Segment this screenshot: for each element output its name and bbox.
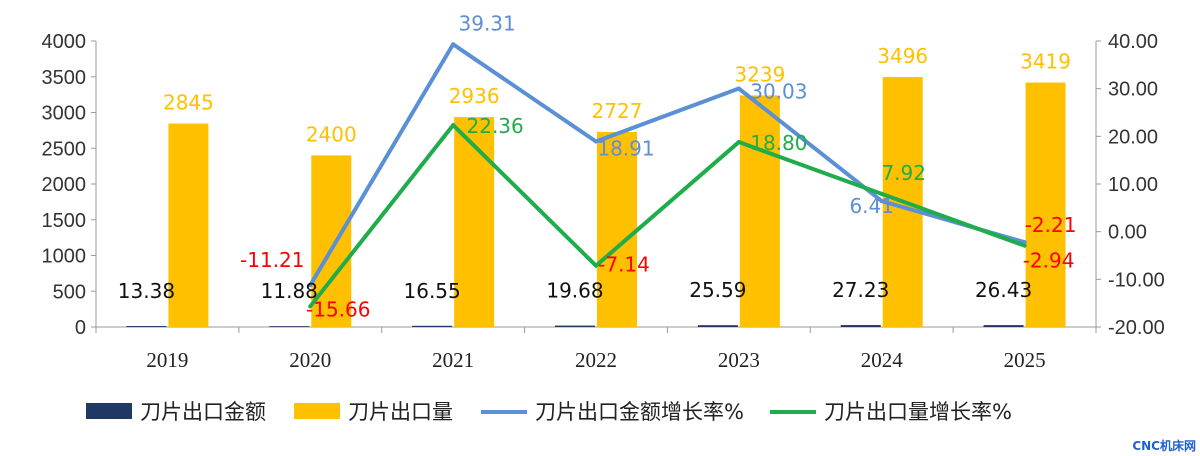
bar-0 [697,325,738,327]
line-value-label: -15.66 [306,297,370,321]
line-point-1 [879,191,884,196]
bar-value-label: 3239 [734,62,785,86]
line-point-0 [594,139,598,144]
bar-1 [168,123,209,328]
right-tick-label: 20.00 [1108,126,1158,148]
line-point-0 [879,199,884,204]
line-point-1 [451,123,456,128]
bar-value-label: 16.55 [404,279,461,303]
line-point-1 [308,304,313,309]
bar-1 [597,132,637,327]
data-labels: 13.38 11.88 16.55 19.68 25.59 27.23 26.43 2845 2… [118,11,1077,321]
x-tick-label: 2020 [289,348,331,372]
watermark-text: CNC机床网 [1132,438,1196,453]
bar-value-label: 27.23 [832,278,889,302]
left-tick-label: 2500 [42,138,87,160]
lines [308,42,1027,309]
left-tick-label: 1500 [42,210,87,232]
line-value-label: -11.21 [240,248,304,272]
bar-0 [555,325,595,327]
left-tick-label: 0 [75,317,86,339]
line-value-label: -7.14 [598,253,650,277]
bar-value-label: 3496 [877,44,928,68]
bar-value-label: 19.68 [546,279,603,303]
x-tick-label: 2025 [1004,348,1046,372]
left-tick-label: 1000 [42,246,87,268]
bar-value-label: 26.43 [975,278,1032,302]
line-point-1 [736,140,741,145]
legend-label: 刀片出口金额增长率% [535,400,744,424]
right-tick-label: 30.00 [1108,79,1158,101]
right-tick-label: 0.00 [1108,222,1147,244]
line-point-0 [308,283,313,288]
bar-value-label: 13.38 [118,279,175,303]
line-point-1 [1022,243,1027,248]
right-tick-label: -10.00 [1108,269,1165,291]
legend-label: 刀片出口量增长率% [824,400,1012,424]
bar-0 [269,326,310,327]
left-tick-label: 3500 [42,67,87,89]
line-point-0 [451,42,456,47]
line-series-1 [308,123,1027,309]
line-value-label: 22.36 [467,114,524,138]
bar-value-label: 11.88 [261,279,318,303]
legend: 刀片出口金额 刀片出口量 刀片出口金额增长率% 刀片出口量增长率% [86,400,1012,424]
line-value-label: 18.91 [597,137,654,161]
bar-value-label: 2936 [449,84,500,108]
bar-1 [1025,82,1066,327]
legend-swatch-bar-1 [294,403,340,419]
line-value-label: 18.80 [750,131,807,155]
legend-swatch-bar-0 [86,403,132,419]
legend-label: 刀片出口量 [348,400,453,424]
line-value-label: 39.31 [459,11,516,35]
bar-value-label: 2400 [306,122,357,146]
line-value-label: -2.94 [1023,249,1075,273]
x-tick-label: 2019 [146,348,188,372]
x-tick-label: 2022 [575,348,617,372]
left-tick-label: 4000 [42,31,87,53]
line-point-0 [736,86,741,91]
line-value-label: 30.03 [750,80,807,104]
x-tick-label: 2021 [432,348,474,372]
line-value-label: 6.41 [849,194,894,218]
right-tick-label: 10.00 [1108,174,1158,196]
bar-0 [126,326,167,327]
left-tick-label: 3000 [42,103,87,125]
x-tick-label: 2023 [718,348,760,372]
right-tick-label: -20.00 [1108,317,1165,339]
bar-value-label: 3419 [1020,50,1071,74]
bar-0 [840,325,881,327]
legend-label: 刀片出口金额 [140,400,266,424]
bar-value-label: 2845 [163,91,214,115]
bars [126,77,1066,328]
left-tick-label: 500 [53,281,86,303]
line-point-1 [594,263,598,268]
left-tick-label: 2000 [42,174,87,196]
line-value-label: 7.92 [881,161,926,185]
bar-1 [739,95,780,327]
bar-value-label: 2727 [592,99,643,123]
x-tick-label: 2024 [861,348,904,372]
line-series-0 [308,42,1027,288]
bar-1 [454,117,495,328]
bar-0 [983,325,1024,327]
bar-value-label: 25.59 [689,278,746,302]
right-tick-label: 40.00 [1108,31,1158,53]
axes: 0 500 1000 1500 2000 2500 3000 3500 4000 -20.00 -1… [42,31,1165,372]
bar-0 [412,325,453,327]
line-value-label: -2.21 [1025,213,1077,237]
